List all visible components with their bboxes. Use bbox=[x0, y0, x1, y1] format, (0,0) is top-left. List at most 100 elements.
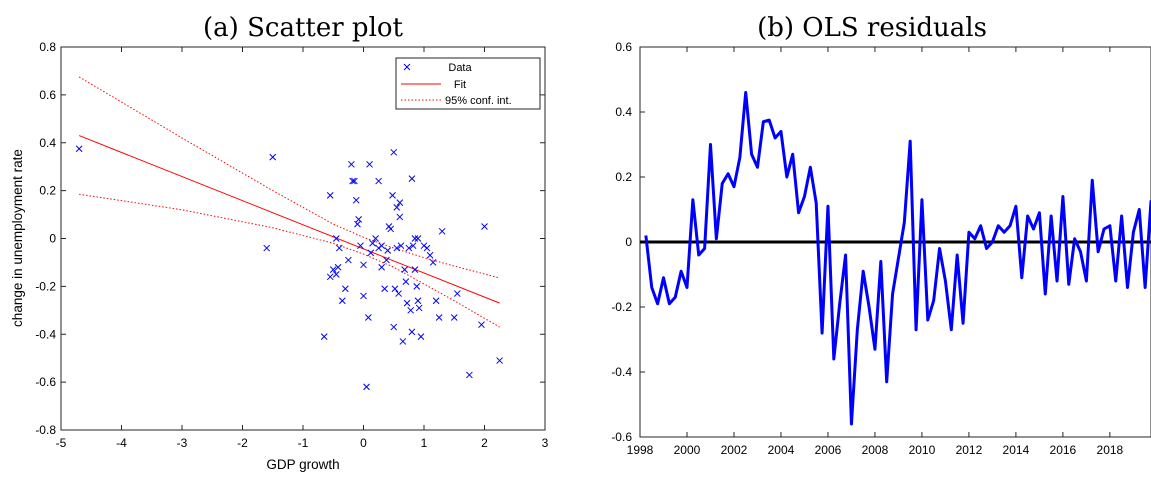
scatter-point bbox=[378, 263, 386, 271]
scatter-axes: -5 -4 -3 -2 -1 0 1 2 3 -0.8 -0.6 -0.4 -0.2 0 0.2 0.4 0.6… bbox=[35, 40, 548, 450]
legend-ci-label: 95% conf. int. bbox=[445, 95, 512, 107]
scatter-y-tick-label: 0 bbox=[49, 232, 56, 246]
scatter-point bbox=[348, 160, 355, 168]
scatter-point bbox=[414, 297, 422, 305]
ci-upper-line bbox=[78, 76, 500, 279]
scatter-point bbox=[390, 148, 398, 156]
scatter-point bbox=[375, 177, 382, 185]
residuals-y-tick-label: -0.4 bbox=[611, 365, 632, 379]
scatter-point bbox=[335, 244, 343, 252]
scatter-y-tick-label: 0.4 bbox=[39, 136, 56, 150]
scatter-x-tick-label: -5 bbox=[56, 436, 67, 450]
scatter-point bbox=[364, 314, 372, 321]
scatter-point bbox=[399, 338, 407, 345]
scatter-point bbox=[269, 153, 277, 161]
scatter-point bbox=[415, 304, 423, 312]
scatter-point bbox=[357, 242, 364, 250]
residuals-x-tick-label: 1998 bbox=[627, 443, 654, 457]
residuals-y-tick-label: -0.2 bbox=[611, 300, 632, 314]
scatter-point bbox=[263, 244, 271, 252]
scatter-y-axis-label: change in unemployment rate bbox=[10, 149, 25, 327]
scatter-point bbox=[396, 199, 404, 206]
scatter-points bbox=[75, 145, 503, 391]
scatter-point bbox=[360, 292, 367, 300]
fit-line bbox=[78, 135, 500, 304]
scatter-confidence-band bbox=[78, 76, 500, 328]
residuals-x-tick-label: 2018 bbox=[1097, 443, 1124, 457]
scatter-point bbox=[401, 266, 408, 273]
scatter-point bbox=[363, 383, 370, 391]
scatter-point bbox=[435, 314, 443, 321]
scatter-point bbox=[378, 242, 386, 250]
scatter-point bbox=[417, 333, 425, 340]
scatter-point bbox=[389, 192, 396, 199]
residuals-x-tick-label: 2002 bbox=[721, 443, 748, 457]
scatter-fit-line bbox=[78, 135, 500, 304]
scatter-x-tick-label: -1 bbox=[298, 436, 309, 450]
scatter-point bbox=[352, 196, 360, 204]
scatter-point bbox=[351, 177, 358, 185]
legend-fit-label: Fit bbox=[454, 79, 466, 91]
scatter-point bbox=[326, 192, 334, 199]
scatter-point bbox=[423, 244, 431, 252]
scatter-point bbox=[408, 175, 416, 183]
scatter-y-tick-label: -0.2 bbox=[35, 279, 56, 293]
residuals-title: (b) OLS residuals bbox=[757, 13, 987, 43]
ci-lower-line bbox=[79, 193, 500, 328]
scatter-point bbox=[466, 371, 473, 379]
scatter-point bbox=[395, 290, 402, 297]
residuals-x-tick-label: 2012 bbox=[956, 443, 983, 457]
scatter-point bbox=[387, 225, 395, 233]
scatter-x-tick-label: 1 bbox=[421, 436, 428, 450]
scatter-point bbox=[414, 235, 422, 242]
scatter-title: (a) Scatter plot bbox=[203, 13, 404, 43]
scatter-point bbox=[402, 278, 410, 285]
residuals-panel: (b) OLS residuals 1998 2000 2002 2004 2006 20… bbox=[611, 13, 1151, 457]
scatter-point bbox=[383, 256, 390, 264]
residuals-y-tick-label: 0.6 bbox=[615, 40, 632, 54]
residuals-axes: 1998 2000 2002 2004 2006 2008 2010 2012 2014 2016… bbox=[611, 40, 1123, 457]
scatter-point bbox=[426, 251, 434, 259]
residuals-x-tick-label: 2006 bbox=[815, 443, 842, 457]
scatter-point bbox=[320, 333, 328, 340]
scatter-point bbox=[391, 285, 399, 293]
residuals-x-tick-label: 2016 bbox=[1050, 443, 1077, 457]
scatter-point bbox=[332, 271, 340, 278]
scatter-point bbox=[338, 297, 346, 305]
residuals-x-tick-label: 2014 bbox=[1003, 443, 1030, 457]
scatter-point bbox=[496, 357, 503, 364]
scatter-x-tick-label: -3 bbox=[177, 436, 188, 450]
residuals-series bbox=[644, 91, 1151, 426]
scatter-point bbox=[381, 285, 389, 293]
scatter-legend: Data Fit 95% conf. int. bbox=[395, 57, 541, 110]
scatter-point bbox=[411, 235, 419, 242]
scatter-point bbox=[384, 247, 392, 254]
residuals-line bbox=[644, 91, 1151, 426]
scatter-point bbox=[393, 244, 401, 252]
scatter-point bbox=[397, 242, 405, 250]
residuals-y-tick-label: 0.4 bbox=[615, 105, 632, 119]
residuals-y-tick-label: -0.6 bbox=[611, 430, 632, 444]
scatter-point bbox=[393, 204, 401, 211]
scatter-point bbox=[453, 290, 461, 297]
scatter-point bbox=[409, 242, 417, 250]
scatter-point bbox=[372, 235, 379, 242]
scatter-point bbox=[429, 259, 437, 266]
scatter-plot-area bbox=[60, 46, 546, 431]
scatter-y-tick-label: 0.6 bbox=[39, 88, 56, 102]
scatter-x-tick-label: 2 bbox=[481, 436, 488, 450]
scatter-y-tick-label: 0.8 bbox=[39, 40, 56, 54]
scatter-point bbox=[413, 283, 421, 290]
scatter-point bbox=[481, 223, 488, 230]
scatter-point bbox=[355, 215, 363, 223]
legend-data-marker bbox=[403, 63, 411, 71]
scatter-point bbox=[367, 249, 375, 257]
scatter-point bbox=[360, 261, 367, 269]
residuals-x-tick-label: 2004 bbox=[768, 443, 795, 457]
scatter-point bbox=[408, 328, 416, 336]
scatter-x-axis-label: GDP growth bbox=[266, 457, 339, 472]
scatter-point bbox=[345, 256, 352, 264]
residuals-x-tick-label: 2000 bbox=[674, 443, 701, 457]
scatter-x-tick-label: 0 bbox=[360, 436, 367, 450]
